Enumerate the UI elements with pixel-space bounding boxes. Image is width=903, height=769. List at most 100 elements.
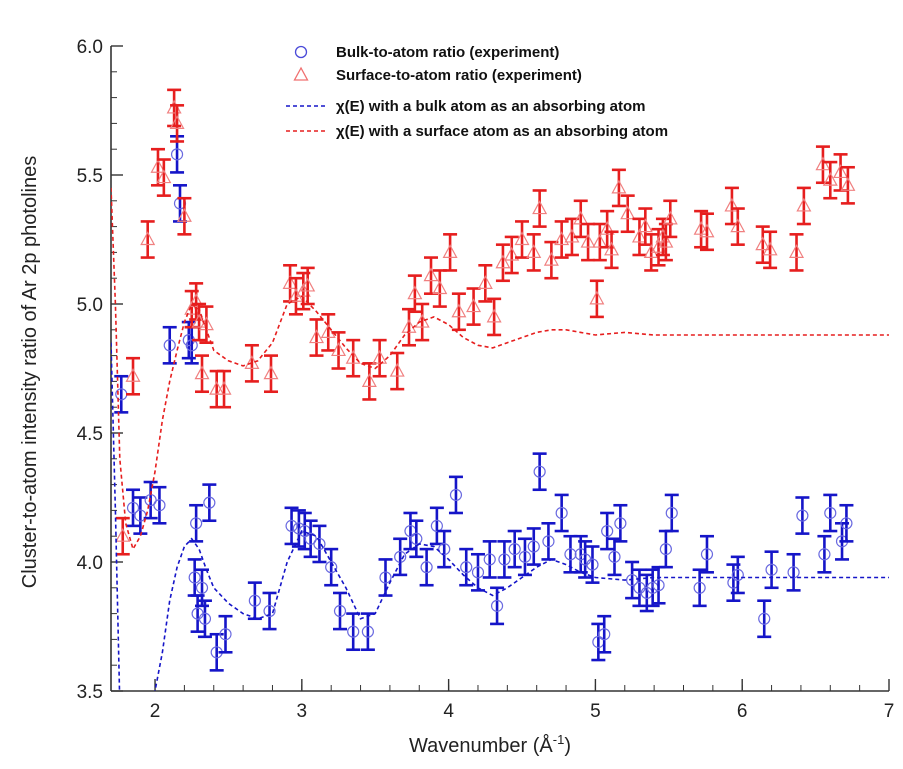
data-point [497, 540, 512, 579]
y-axis-label: Cluster-to-atom intensity ratio of Ar 2p… [19, 156, 41, 588]
legend-label-bulk-experiment: Bulk-to-atom ratio (experiment) [336, 44, 559, 61]
circle-marker [170, 148, 184, 161]
circle-marker [608, 550, 621, 563]
triangle-marker [442, 244, 458, 258]
data-point [218, 614, 233, 654]
data-point [470, 552, 485, 592]
circle-marker [195, 581, 209, 594]
data-point [297, 511, 312, 551]
triangle-marker [288, 288, 304, 302]
data-point [585, 545, 600, 584]
triangle-marker [414, 313, 430, 328]
circle-marker [134, 509, 147, 522]
data-point [554, 493, 569, 533]
triangle-marker [300, 277, 316, 292]
triangle-marker [662, 210, 678, 225]
data-point [442, 233, 458, 272]
circle-marker [163, 339, 176, 352]
data-point [573, 199, 589, 239]
circle-marker [490, 599, 504, 612]
data-point [526, 233, 542, 272]
circle-marker [824, 506, 837, 520]
circle-marker [263, 604, 276, 618]
triangle-marker [156, 169, 172, 184]
y-tick-label: 3.5 [77, 682, 103, 703]
data-point [263, 354, 279, 394]
legend-label-surface-experiment: Surface-to-atom ratio (experiment) [336, 67, 582, 84]
data-point [429, 506, 444, 546]
circle-marker [379, 571, 392, 584]
data-point [664, 493, 679, 533]
triangle-marker [209, 380, 225, 395]
triangle-marker [345, 349, 361, 364]
data-point [361, 362, 377, 401]
data-point [194, 354, 210, 394]
triangle-marker [658, 233, 674, 248]
circle-marker [533, 465, 546, 478]
data-point [244, 343, 260, 383]
plot-frame [110, 46, 889, 692]
data-point [477, 263, 493, 303]
data-point [620, 194, 636, 234]
x-tick-label: 2 [150, 701, 161, 722]
circle-marker [185, 339, 198, 352]
data-point [419, 547, 434, 587]
circle-marker [203, 496, 216, 509]
data-point [345, 338, 361, 378]
triangle-marker [282, 275, 298, 289]
triangle-marker [532, 200, 548, 215]
data-point [482, 540, 497, 579]
data-point [312, 524, 327, 564]
data-point [755, 225, 771, 265]
triangle-marker [543, 251, 559, 266]
data-point [796, 186, 812, 226]
circle-marker [460, 561, 473, 574]
y-tick-label: 5.0 [77, 295, 103, 316]
triangle-marker [724, 197, 740, 212]
data-point [795, 496, 810, 535]
data-point [604, 230, 620, 270]
triangle-marker [611, 179, 627, 194]
data-point [597, 614, 612, 654]
data-point [459, 547, 474, 587]
theory-curve-line [111, 187, 889, 552]
triangle-marker [643, 244, 659, 258]
data-point [543, 240, 559, 280]
data-point [600, 511, 615, 551]
data-point [699, 212, 715, 252]
data-point [504, 235, 520, 275]
triangle-marker [451, 303, 467, 318]
theory-curve-line [111, 342, 889, 691]
data-point [532, 452, 547, 492]
circle-marker [361, 625, 374, 638]
circle-marker [198, 612, 212, 625]
data-point [507, 529, 522, 569]
circle-marker [555, 506, 568, 520]
circle-marker [840, 517, 853, 530]
legend-item-bulk-experiment: Bulk-to-atom ratio (experiment) [294, 44, 559, 61]
series-layer [111, 88, 889, 691]
data-point [815, 145, 831, 185]
data-point [152, 485, 167, 525]
y-tick-label: 5.5 [77, 166, 103, 187]
data-point [162, 325, 177, 365]
triangle-marker [115, 527, 131, 542]
triangle-marker [762, 241, 778, 256]
circle-marker [601, 524, 614, 538]
data-point [554, 220, 570, 259]
triangle-marker [140, 231, 156, 246]
triangle-marker [789, 244, 805, 258]
circle-marker [542, 535, 555, 548]
circle-marker [693, 581, 706, 594]
data-point [409, 519, 424, 559]
data-point [247, 581, 262, 621]
triangle-marker [216, 380, 232, 395]
circle-marker [188, 571, 201, 584]
data-point [202, 483, 217, 523]
data-point [300, 266, 316, 306]
circle-marker [626, 573, 639, 587]
triangle-marker [169, 115, 185, 129]
data-point [332, 591, 347, 631]
data-point [789, 233, 805, 272]
data-point [169, 104, 185, 143]
